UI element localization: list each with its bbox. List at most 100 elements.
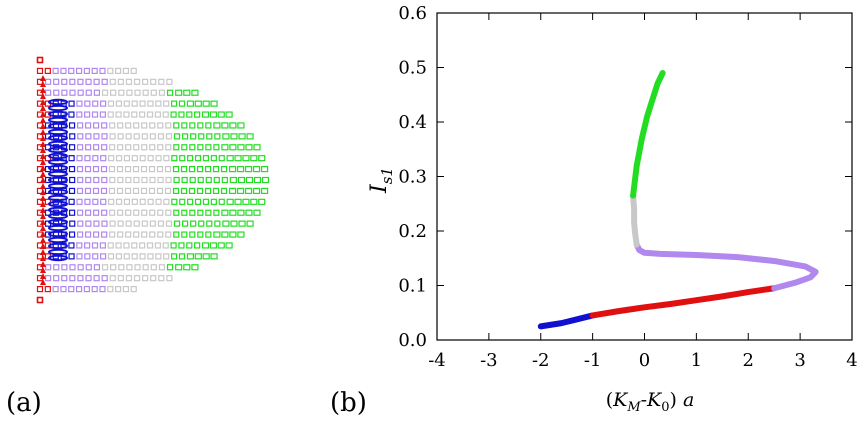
point-marker: [146, 242, 154, 249]
point-marker: [148, 165, 156, 173]
point-marker: [206, 220, 213, 227]
point-marker: [222, 133, 230, 140]
point-marker: [258, 198, 266, 205]
point-marker: [40, 159, 46, 165]
point-marker: [238, 133, 246, 140]
point-marker: [109, 144, 116, 151]
point-marker: [125, 133, 132, 140]
point-marker: [214, 220, 221, 227]
point-marker: [148, 187, 156, 195]
point-marker: [61, 89, 68, 96]
point-marker: [107, 253, 115, 260]
point-marker: [40, 219, 46, 225]
point-marker: [252, 165, 261, 173]
point-marker: [40, 279, 46, 285]
point-marker: [48, 122, 68, 130]
point-marker: [246, 133, 254, 140]
point-marker: [131, 111, 138, 118]
point-marker: [124, 165, 132, 173]
point-marker: [133, 144, 140, 151]
point-marker: [77, 275, 84, 282]
point-marker: [61, 264, 68, 271]
point-marker: [188, 165, 196, 173]
point-marker: [122, 285, 130, 293]
point-marker: [173, 220, 181, 227]
point-marker: [133, 176, 140, 184]
axis-ticks: [436, 12, 853, 341]
point-marker: [76, 122, 84, 129]
point-marker: [156, 187, 164, 195]
point-marker: [68, 209, 76, 216]
point-marker: [221, 122, 229, 129]
point-marker: [101, 89, 109, 96]
point-marker: [222, 220, 230, 227]
point-marker: [155, 100, 162, 107]
point-marker: [40, 147, 46, 153]
point-marker: [76, 144, 84, 151]
point-marker: [53, 78, 60, 85]
point-marker: [92, 165, 100, 173]
point-marker: [157, 122, 164, 129]
point-marker: [180, 165, 188, 173]
point-marker: [40, 189, 46, 195]
point-marker: [40, 141, 46, 147]
point-marker: [48, 146, 68, 154]
point-marker: [40, 213, 46, 219]
point-marker: [48, 200, 68, 208]
point-marker: [139, 242, 146, 249]
point-marker: [253, 209, 261, 216]
point-marker: [242, 198, 250, 205]
point-marker: [48, 164, 68, 172]
point-marker: [133, 122, 140, 129]
point-marker: [91, 285, 98, 293]
point-marker: [212, 187, 220, 195]
panel-a-point-cloud: [36, 56, 270, 304]
point-marker: [157, 144, 164, 151]
point-marker: [218, 155, 225, 162]
point-marker: [117, 78, 124, 85]
point-marker: [83, 285, 90, 293]
point-marker: [109, 176, 116, 184]
point-marker: [45, 264, 52, 271]
point-marker: [40, 165, 46, 171]
point-marker: [226, 155, 234, 162]
point-marker: [77, 89, 84, 96]
point-marker: [186, 242, 193, 249]
point-marker: [253, 176, 262, 184]
point-marker: [131, 155, 138, 162]
point-marker: [163, 155, 170, 162]
point-marker: [107, 67, 114, 75]
point-marker: [183, 264, 191, 271]
point-marker: [142, 89, 149, 96]
point-marker: [157, 133, 165, 140]
point-marker: [68, 165, 76, 173]
point-marker: [84, 155, 91, 162]
point-marker: [109, 122, 116, 129]
point-marker: [101, 275, 108, 282]
point-marker: [178, 111, 185, 118]
point-marker: [100, 198, 107, 205]
point-marker: [133, 275, 141, 282]
point-marker: [93, 78, 100, 85]
point-marker: [40, 135, 46, 141]
point-marker: [150, 275, 157, 282]
point-marker: [237, 176, 245, 184]
point-marker: [210, 253, 218, 260]
x-tick-label: 3: [794, 350, 805, 371]
point-marker: [69, 220, 76, 227]
point-marker: [141, 231, 148, 238]
point-marker: [140, 187, 148, 195]
tick-labels: -4 -3 -2 -1 0 1 2 3 4 0.0 0.1 0.2 0.3 0.4 0.5 0.6: [398, 3, 857, 371]
point-marker: [108, 165, 116, 173]
point-marker: [141, 144, 148, 151]
point-marker: [68, 187, 76, 195]
series-green: [630, 69, 666, 199]
point-marker: [180, 187, 188, 195]
point-marker: [108, 155, 115, 162]
point-marker: [93, 176, 100, 184]
point-marker: [101, 176, 108, 184]
x-tick-label: -2: [532, 350, 550, 371]
point-marker: [84, 242, 91, 249]
point-marker: [85, 89, 92, 96]
point-marker: [258, 155, 266, 162]
